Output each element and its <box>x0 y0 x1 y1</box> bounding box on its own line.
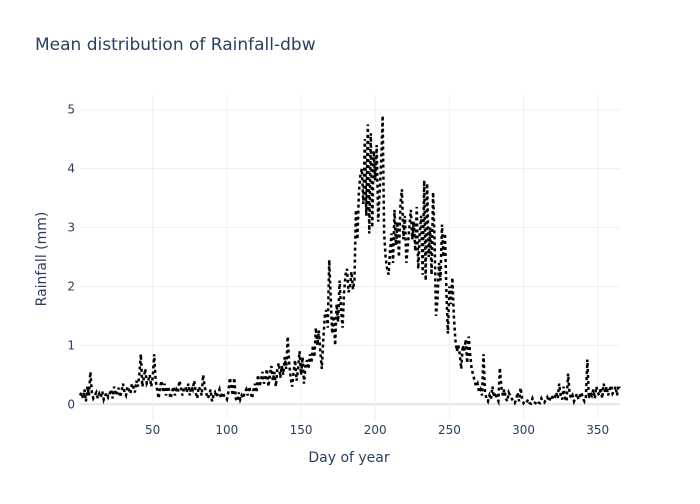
chart-title: Mean distribution of Rainfall-dbw <box>35 35 316 55</box>
x-tick-label: 350 <box>586 423 609 437</box>
y-tick-label: 5 <box>67 103 75 117</box>
data-line <box>78 115 622 407</box>
x-tick-label: 300 <box>512 423 535 437</box>
x-tick-label: 200 <box>364 423 387 437</box>
x-axis-label: Day of year <box>308 450 390 466</box>
x-tick-label: 250 <box>438 423 461 437</box>
y-tick-label: 1 <box>67 338 75 352</box>
y-tick-label: 0 <box>67 397 75 411</box>
y-tick-label: 2 <box>67 279 75 293</box>
y-axis-label: Rainfall (mm) <box>34 212 50 307</box>
y-tick-label: 3 <box>67 221 75 235</box>
x-tick-label: 150 <box>290 423 313 437</box>
y-tick-label: 4 <box>67 162 75 176</box>
x-tick-label: 50 <box>145 423 160 437</box>
x-tick-label: 100 <box>215 423 238 437</box>
